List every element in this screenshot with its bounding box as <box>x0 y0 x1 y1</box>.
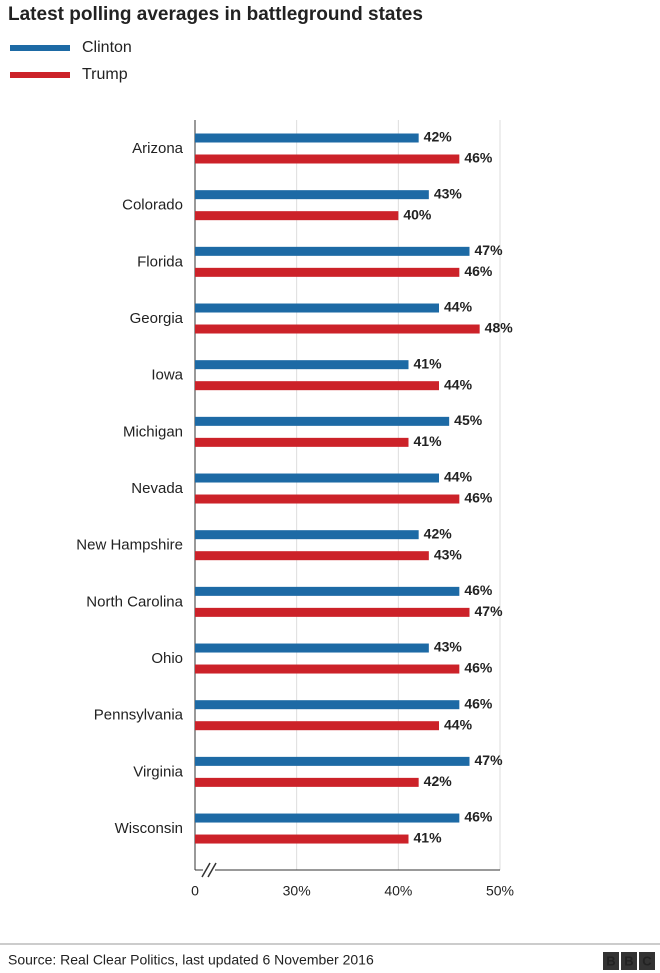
bar <box>195 360 409 370</box>
bar-value-label: 46% <box>464 490 493 506</box>
axis-break-gap <box>203 867 215 873</box>
y-tick-label: New Hampshire <box>76 537 183 554</box>
logo-letter: B <box>606 953 615 968</box>
bar <box>195 777 419 787</box>
bar-value-label: 47% <box>475 603 504 619</box>
bar <box>195 607 470 617</box>
bar-value-label: 46% <box>464 263 493 279</box>
bar-value-label: 43% <box>434 546 463 562</box>
bar-value-label: 41% <box>414 433 443 449</box>
bar <box>195 324 480 334</box>
bar <box>195 643 429 653</box>
logo-box <box>603 952 619 970</box>
bar <box>195 551 429 561</box>
bar <box>195 664 460 674</box>
bar <box>195 267 460 277</box>
y-tick-label: Wisconsin <box>115 820 183 837</box>
bar <box>195 813 460 823</box>
bar <box>195 756 470 766</box>
logo-letter: C <box>642 953 652 968</box>
legend-label: Trump <box>82 66 128 83</box>
axis-break <box>207 862 217 878</box>
bar-value-label: 46% <box>464 150 493 166</box>
bar <box>195 834 409 844</box>
y-tick-label: Iowa <box>151 367 183 384</box>
y-tick-label: Arizona <box>132 140 184 157</box>
bar-value-label: 46% <box>464 582 493 598</box>
bar-value-label: 42% <box>424 129 453 145</box>
y-tick-label: Ohio <box>151 650 183 667</box>
bar <box>195 154 460 164</box>
bar <box>195 721 439 731</box>
bar-value-label: 45% <box>454 412 483 428</box>
bar-value-label: 47% <box>475 242 504 258</box>
y-tick-label: Michigan <box>123 423 183 440</box>
y-tick-label: Nevada <box>131 480 183 497</box>
bar <box>195 586 460 596</box>
legend-label: Clinton <box>82 39 132 56</box>
bar <box>195 473 439 483</box>
bar <box>195 437 409 447</box>
bar-value-label: 48% <box>485 320 514 336</box>
bar-value-label: 44% <box>444 469 473 485</box>
y-tick-label: Colorado <box>122 197 183 214</box>
bar-value-label: 46% <box>464 695 493 711</box>
bar <box>195 494 460 504</box>
axis-break <box>201 862 211 878</box>
bar <box>195 381 439 391</box>
bar-value-label: 40% <box>403 206 432 222</box>
bar <box>195 530 419 540</box>
x-tick-label: 30% <box>283 883 311 899</box>
x-tick-label: 40% <box>384 883 412 899</box>
bar-value-label: 43% <box>434 185 463 201</box>
bar-value-label: 46% <box>464 809 493 825</box>
bar <box>195 133 419 143</box>
bar <box>195 211 399 221</box>
bar <box>195 700 460 710</box>
y-tick-label: Georgia <box>130 310 184 327</box>
source: Source: Real Clear Politics, last update… <box>8 952 374 968</box>
bar-value-label: 44% <box>444 716 473 732</box>
bar-value-label: 42% <box>424 525 453 541</box>
logo-letter: B <box>624 953 633 968</box>
bar-value-label: 47% <box>475 752 504 768</box>
bar-value-label: 43% <box>434 639 463 655</box>
bar-value-label: 44% <box>444 299 473 315</box>
y-tick-label: Virginia <box>133 763 183 780</box>
logo-box <box>621 952 637 970</box>
bar <box>195 190 429 200</box>
x-tick-label: 0 <box>191 883 199 899</box>
bar-value-label: 41% <box>414 355 443 371</box>
x-tick-label: 50% <box>486 883 514 899</box>
logo-box <box>639 952 655 970</box>
y-tick-label: Pennsylvania <box>94 707 184 724</box>
y-tick-label: North Carolina <box>86 593 183 610</box>
bar-value-label: 44% <box>444 376 473 392</box>
bar <box>195 416 450 426</box>
bar <box>195 303 439 313</box>
bar-value-label: 46% <box>464 660 493 676</box>
y-tick-label: Florida <box>137 253 184 270</box>
bar-value-label: 41% <box>414 830 443 846</box>
bar-value-label: 42% <box>424 773 453 789</box>
bar <box>195 246 470 256</box>
chart-title: Latest polling averages in battleground … <box>8 4 423 25</box>
